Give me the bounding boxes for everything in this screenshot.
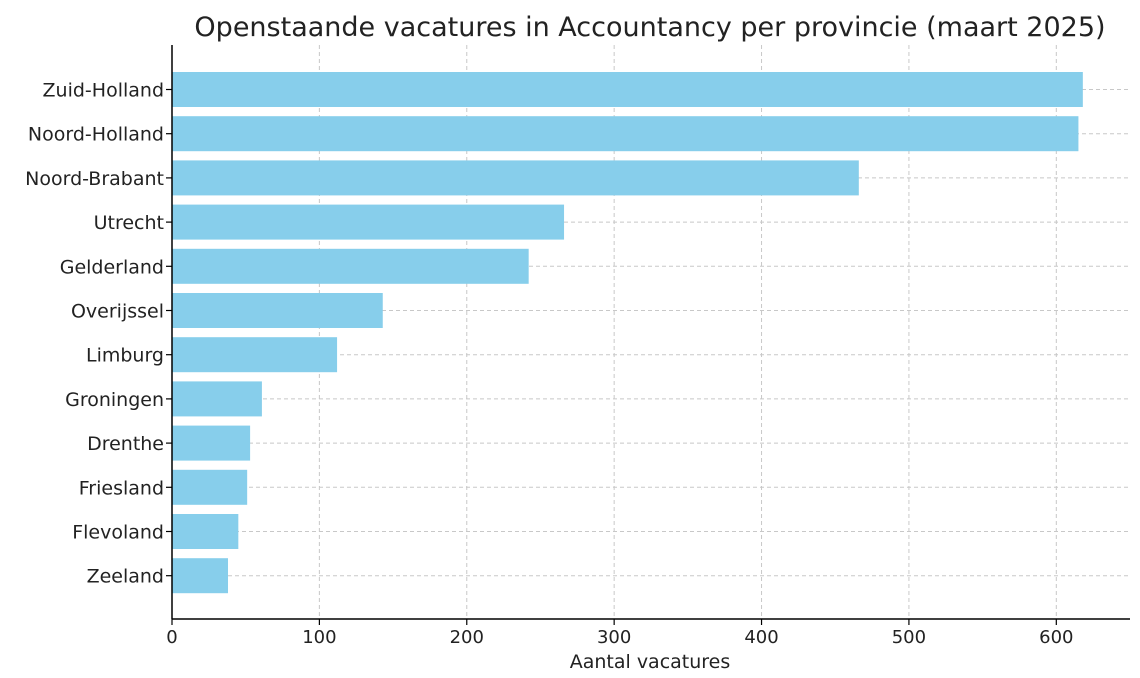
axis-layer: [166, 45, 1130, 625]
x-tick-label: 400: [744, 627, 778, 648]
bar: [172, 160, 859, 196]
bar: [172, 558, 229, 594]
x-tick-label: 500: [892, 627, 926, 648]
bar: [172, 425, 251, 461]
x-axis-label: Aantal vacatures: [570, 651, 731, 673]
bar: [172, 72, 1083, 107]
x-tick-label: 200: [450, 627, 484, 648]
chart-title: Openstaande vacatures in Accountancy per…: [194, 12, 1105, 43]
x-tick-label: 600: [1039, 627, 1073, 648]
category-label: Utrecht: [94, 212, 164, 234]
category-label: Noord-Brabant: [25, 168, 164, 190]
category-label: Overijssel: [71, 301, 164, 323]
bar: [172, 293, 383, 328]
category-label: Friesland: [79, 477, 164, 499]
bar: [172, 204, 565, 240]
category-label: Groningen: [65, 389, 164, 411]
category-label: Zuid-Holland: [43, 80, 164, 102]
category-label: Zeeland: [87, 566, 164, 588]
x-tick-label: 0: [166, 627, 177, 648]
category-label: Flevoland: [72, 522, 164, 544]
x-tick-label: 100: [302, 627, 336, 648]
category-label: Limburg: [86, 345, 164, 367]
label-layer: 0 100 200 300 400 500 600 Zuid-Holland Noord-Hol…: [25, 80, 1073, 649]
bar-layer: [172, 72, 1083, 594]
bar: [172, 337, 338, 373]
category-label: Noord-Holland: [28, 124, 164, 146]
category-label: Gelderland: [60, 256, 164, 278]
bar: [172, 381, 262, 417]
bar: [172, 514, 239, 549]
category-label: Drenthe: [87, 433, 164, 455]
x-tick-label: 300: [597, 627, 631, 648]
bar: [172, 116, 1079, 152]
bar: [172, 469, 248, 505]
bar: [172, 248, 529, 284]
